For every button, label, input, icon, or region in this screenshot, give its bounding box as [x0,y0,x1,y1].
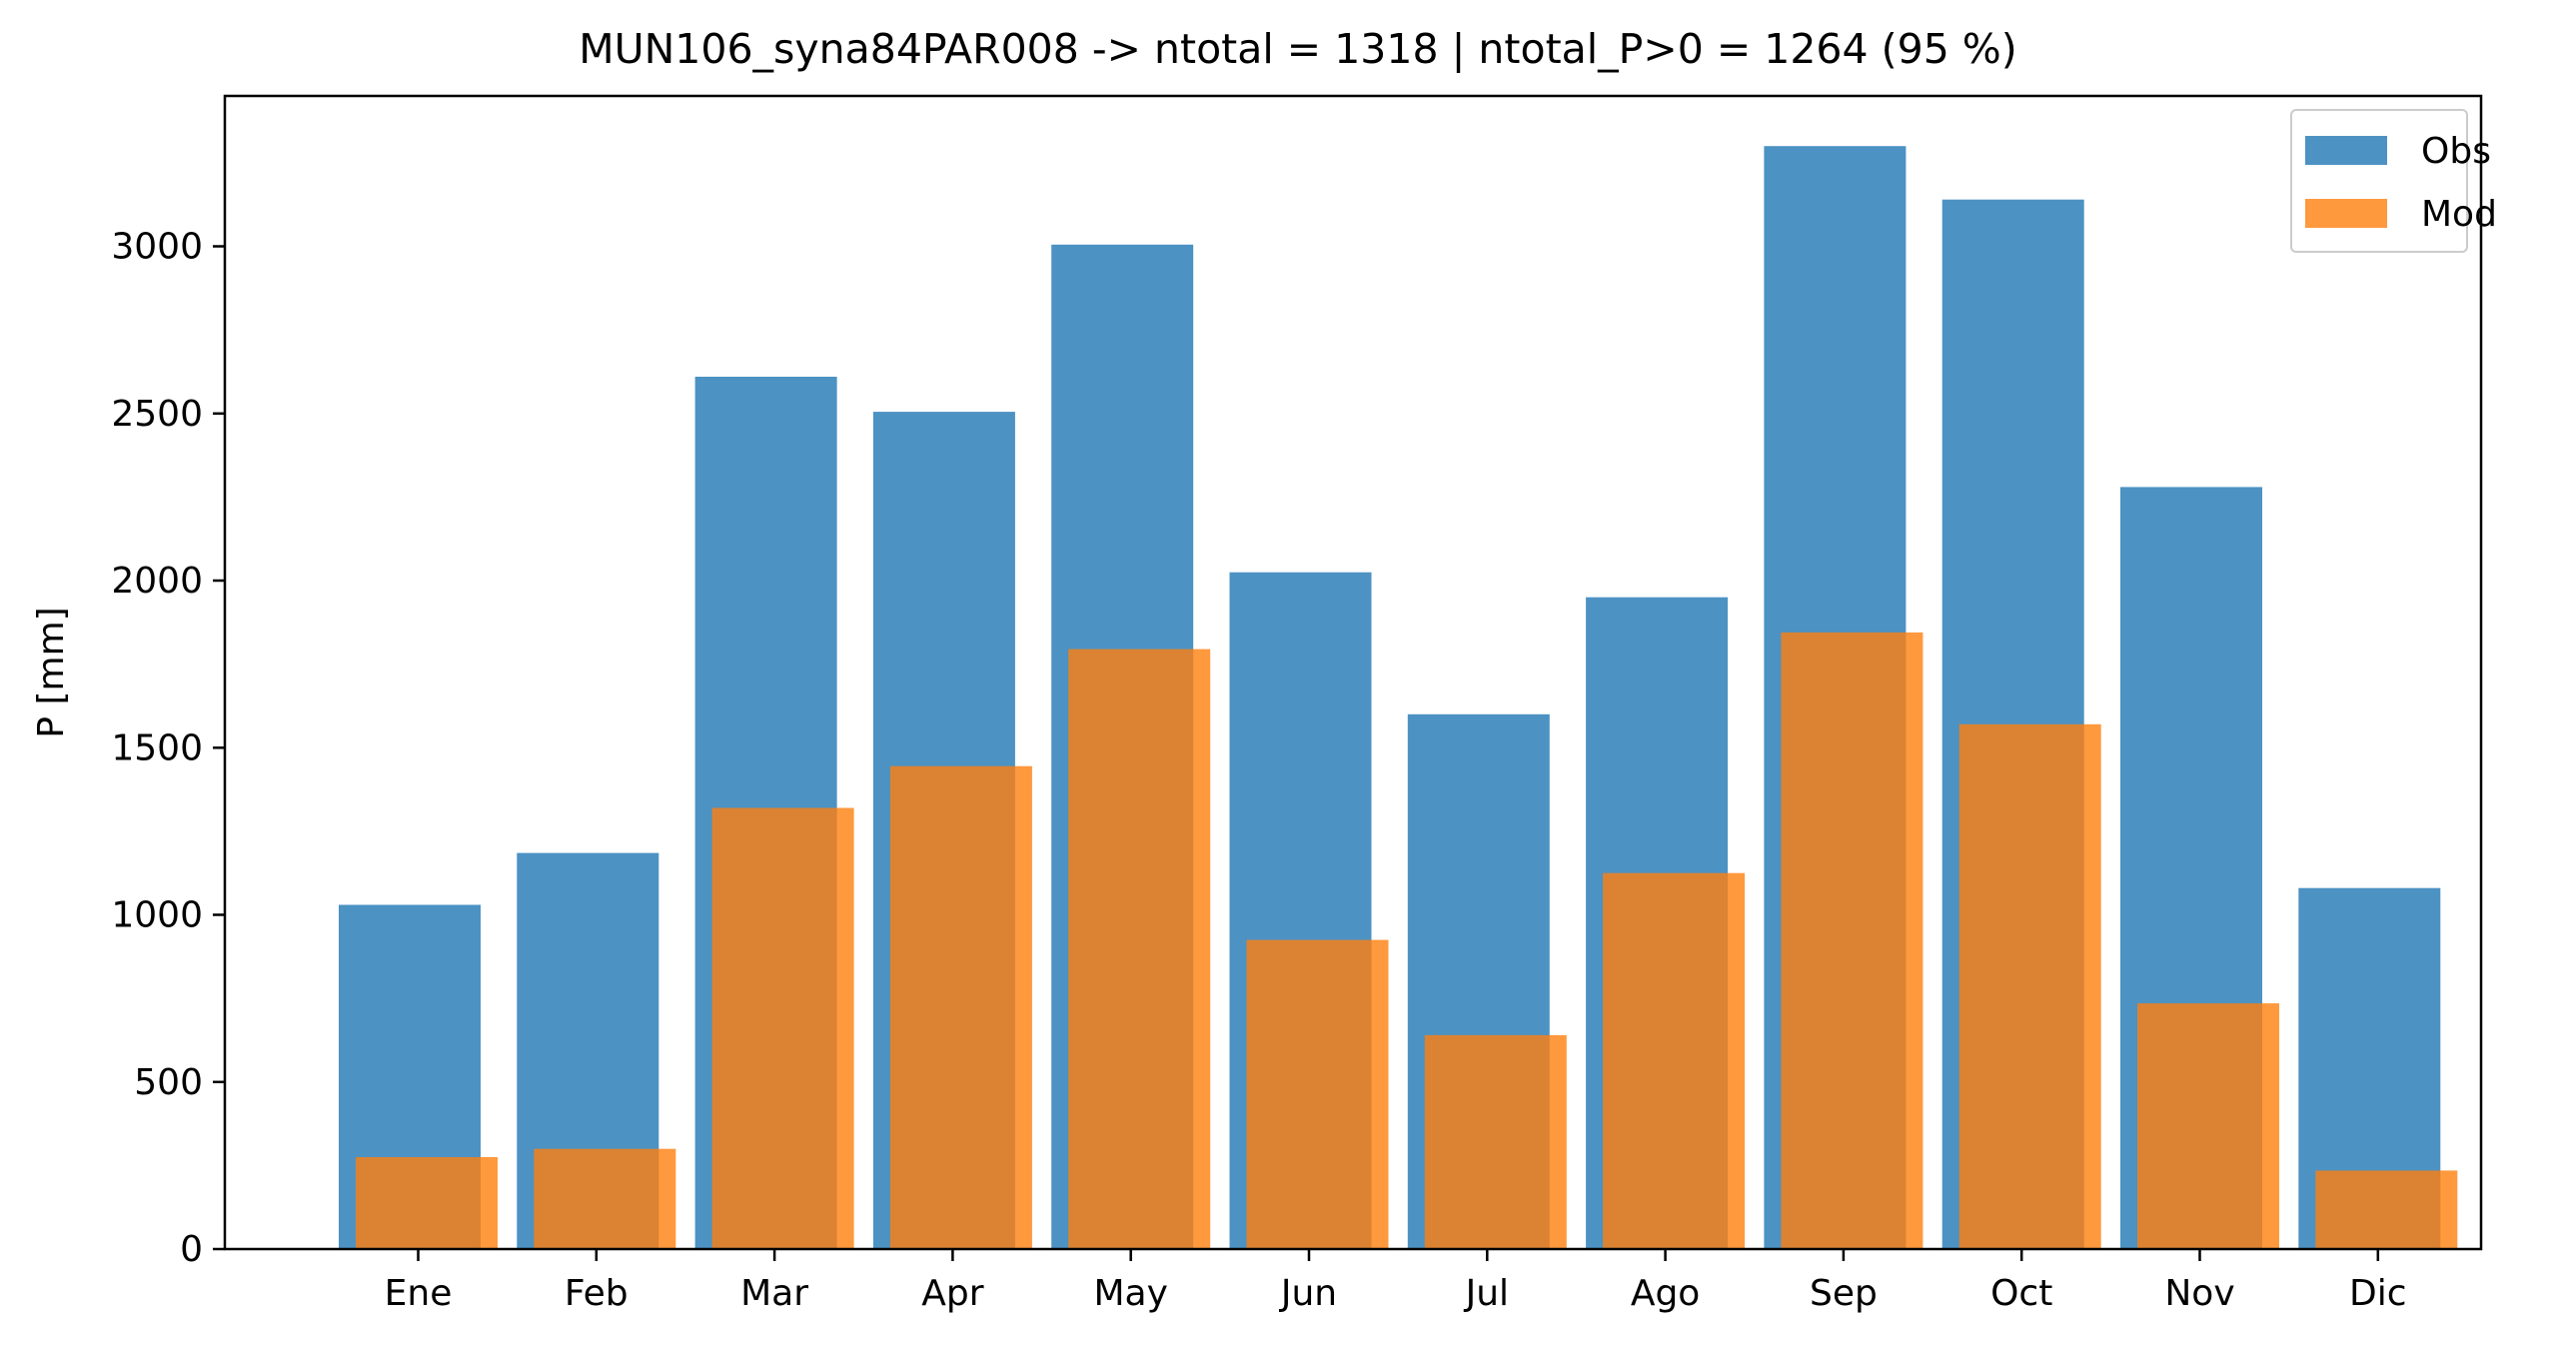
y-axis: 0 500 1000 1500 2000 2500 3000 [111,227,225,1270]
x-tick-label: Ene [385,1273,453,1314]
bar-mod-feb [534,1148,676,1249]
y-tick-label: 2000 [111,561,203,602]
plot-frame [223,94,2483,1251]
x-tick-label: Dic [2349,1273,2407,1314]
bars-group [339,146,2458,1250]
bar-mod-ene [356,1157,498,1249]
bar-mod-oct [1958,723,2101,1249]
legend-swatch-obs [2305,136,2387,165]
bar-mod-dic [2315,1170,2458,1249]
y-tick-label: 1000 [111,895,203,936]
x-tick-label: Oct [1990,1273,2052,1314]
x-tick-label: Jul [1464,1273,1509,1314]
legend: Obs Mod [2290,109,2497,253]
y-tick-label: 500 [134,1062,203,1103]
x-tick-label: Jun [1279,1273,1337,1314]
x-axis: Ene Feb Mar Apr May Jun Jul Ago Sep Oct Nov Dic [385,1249,2407,1314]
bar-mod-mar [711,807,854,1249]
bar-mod-nov [2137,1003,2279,1249]
x-tick-label: Sep [1810,1273,1878,1314]
bar-mod-jul [1424,1034,1567,1249]
y-axis-label: P [mm] [31,607,72,737]
legend-label-obs: Obs [2421,131,2491,172]
bar-mod-ago [1603,872,1746,1249]
legend-swatch-mod [2305,199,2387,228]
y-tick-label: 3000 [111,227,203,268]
x-tick-label: Ago [1631,1273,1701,1314]
x-tick-label: Apr [921,1273,983,1314]
bar-mod-may [1068,649,1211,1249]
bar-mod-apr [889,765,1032,1249]
x-tick-label: Feb [565,1273,629,1314]
x-tick-label: Mar [740,1273,808,1314]
bar-mod-jun [1246,939,1389,1249]
x-tick-label: Nov [2164,1273,2234,1314]
x-tick-label: May [1093,1273,1167,1314]
y-tick-label: 0 [180,1229,203,1270]
y-tick-label: 1500 [111,727,203,768]
y-tick-label: 2500 [111,394,203,435]
chart-title: MUN106_syna84PAR008 -> ntotal = 1318 | n… [579,25,2017,73]
legend-label-mod: Mod [2421,194,2497,235]
bar-mod-sep [1781,632,1924,1249]
